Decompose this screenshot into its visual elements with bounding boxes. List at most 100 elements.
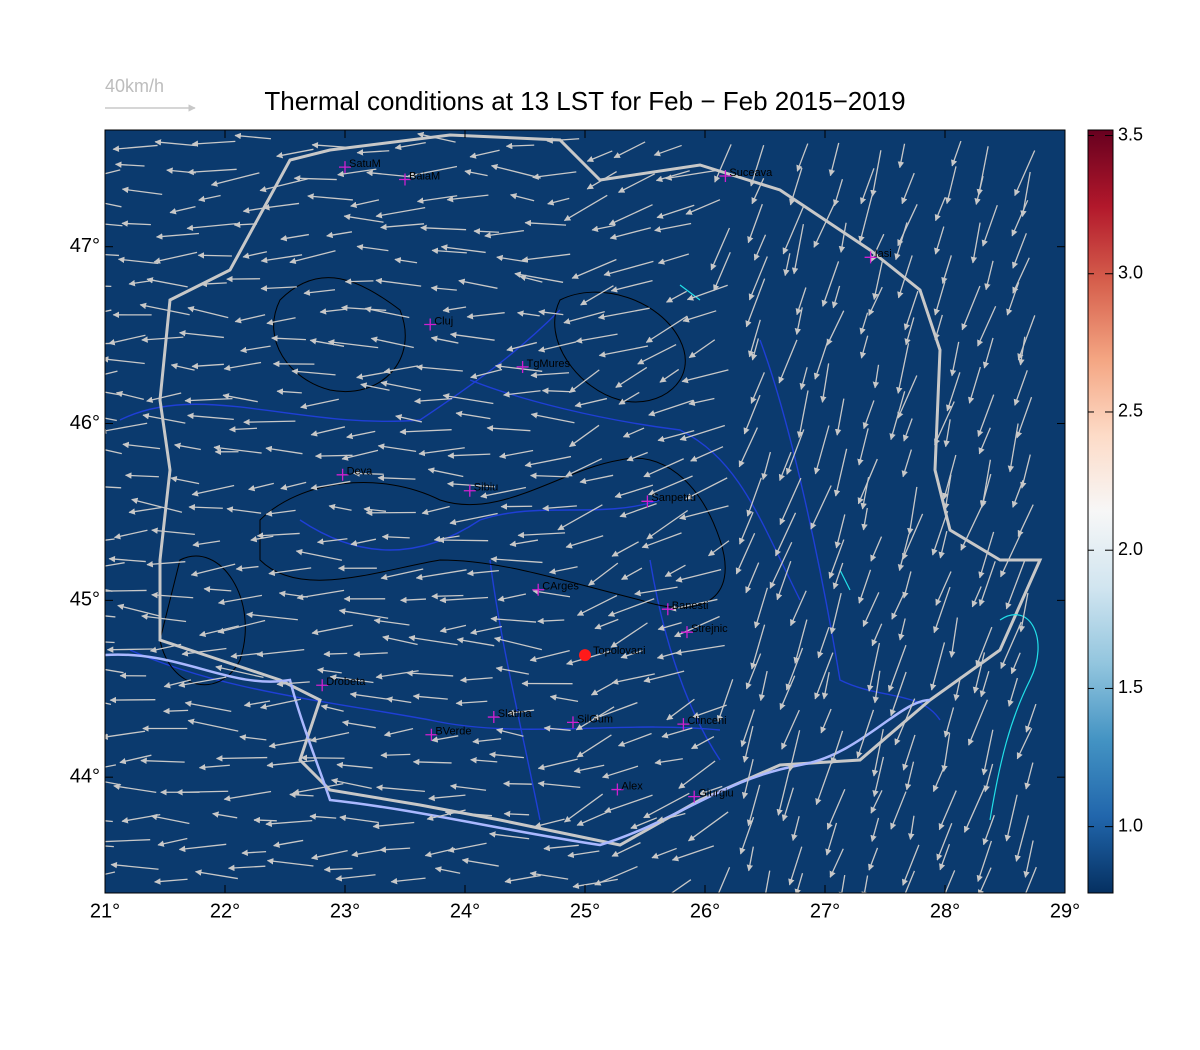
wind-arrow <box>619 502 657 518</box>
wind-arrow <box>408 634 458 646</box>
wind-arrow <box>828 142 840 177</box>
wind-arrow <box>598 345 649 358</box>
wind-arrow <box>105 169 121 175</box>
wind-arrow <box>509 539 539 547</box>
wind-arrow <box>340 304 387 312</box>
wind-arrow <box>890 791 907 830</box>
wind-arrow <box>753 587 769 629</box>
wind-arrow <box>594 618 619 630</box>
danube <box>105 653 931 847</box>
wind-arrow <box>113 529 148 540</box>
wind-arrow <box>417 131 456 143</box>
y-tick-label: 47° <box>70 235 100 257</box>
wind-arrow <box>549 694 579 703</box>
wind-arrow <box>542 504 577 512</box>
wind-arrow <box>455 410 491 420</box>
wind-arrow <box>643 792 690 819</box>
wind-arrow <box>235 565 259 572</box>
colorbar-tick-label: 2.0 <box>1118 539 1143 559</box>
wind-arrow <box>105 820 113 823</box>
wind-arrow <box>495 665 529 675</box>
wind-arrow <box>295 548 343 561</box>
city-marker <box>681 626 693 639</box>
wind-arrow <box>903 290 919 331</box>
wind-arrow <box>713 252 731 292</box>
wind-arrow <box>716 679 734 723</box>
wind-arrow <box>241 849 267 857</box>
wind-arrow <box>105 615 116 618</box>
wind-arrow <box>141 336 184 343</box>
wind-arrow <box>273 839 304 848</box>
wind-arrow <box>615 366 648 388</box>
wind-arrow <box>609 227 651 240</box>
wind-arrow <box>942 454 957 500</box>
wind-arrow <box>679 505 729 521</box>
wind-arrow <box>486 425 531 432</box>
city-label: Slatina <box>498 708 533 720</box>
wind-arrow <box>870 536 883 562</box>
wind-arrow <box>380 568 424 581</box>
city-marker <box>516 360 529 373</box>
wind-arrow <box>439 596 489 604</box>
wind-arrow <box>637 343 677 365</box>
wind-arrow <box>197 252 232 259</box>
wind-arrow <box>901 172 915 205</box>
wind-arrow <box>889 391 906 441</box>
wind-arrow <box>336 761 373 769</box>
wind-arrow <box>743 394 761 435</box>
wind-arrow <box>872 364 880 389</box>
x-tick-label: 28° <box>930 900 960 922</box>
wind-arrow <box>521 253 571 263</box>
wind-arrow <box>430 335 459 344</box>
wind-arrow <box>338 608 389 619</box>
colorbar-tick-label: 3.5 <box>1118 124 1143 144</box>
wind-arrow <box>293 175 337 182</box>
wind-arrow <box>871 623 883 647</box>
wind-arrow <box>497 593 527 602</box>
city-label: Cluj <box>434 315 453 327</box>
x-tick-label: 27° <box>810 900 840 922</box>
wind-arrow <box>431 735 459 743</box>
wind-arrow <box>276 148 314 159</box>
wind-arrow <box>420 224 467 232</box>
wind-arrow <box>380 751 411 759</box>
x-tick-label: 25° <box>570 900 600 922</box>
wind-arrow <box>140 757 185 765</box>
city-label: Banesti <box>672 600 709 612</box>
wind-arrow <box>418 447 465 457</box>
wind-arrow <box>669 598 718 612</box>
wind-arrow <box>861 507 868 531</box>
wind-arrow <box>978 531 995 579</box>
wind-arrow <box>291 368 336 376</box>
wind-arrow <box>309 338 345 347</box>
wind-arrow <box>314 452 353 460</box>
wind-arrow <box>576 594 618 616</box>
wind-arrow <box>259 698 302 710</box>
wind-arrow <box>941 732 951 772</box>
wind-arrow <box>383 365 419 375</box>
wind-arrow <box>268 567 312 577</box>
wind-arrow <box>565 458 603 477</box>
colorbar <box>1087 129 1114 894</box>
wind-arrow <box>1000 532 1022 578</box>
city-label: Iasi <box>875 248 892 260</box>
wind-arrow <box>543 725 571 732</box>
wind-arrow <box>213 444 262 454</box>
wind-arrow <box>685 477 728 500</box>
wind-arrow <box>341 719 376 729</box>
wind-arrow <box>968 366 981 404</box>
wind-arrow <box>447 452 491 459</box>
wind-arrow <box>708 540 730 557</box>
wind-arrow <box>469 149 500 159</box>
city-label: SilGum <box>577 713 613 725</box>
city-label: Deva <box>347 466 374 478</box>
wind-arrow <box>366 169 411 178</box>
wind-arrow <box>320 704 344 712</box>
wind-arrow <box>862 592 880 627</box>
wind-arrow <box>943 474 952 510</box>
wind-arrow <box>480 486 527 499</box>
wind-arrow <box>113 783 157 794</box>
wind-arrow <box>758 670 768 702</box>
wind-arrow <box>688 811 729 842</box>
wind-arrow <box>648 399 694 417</box>
